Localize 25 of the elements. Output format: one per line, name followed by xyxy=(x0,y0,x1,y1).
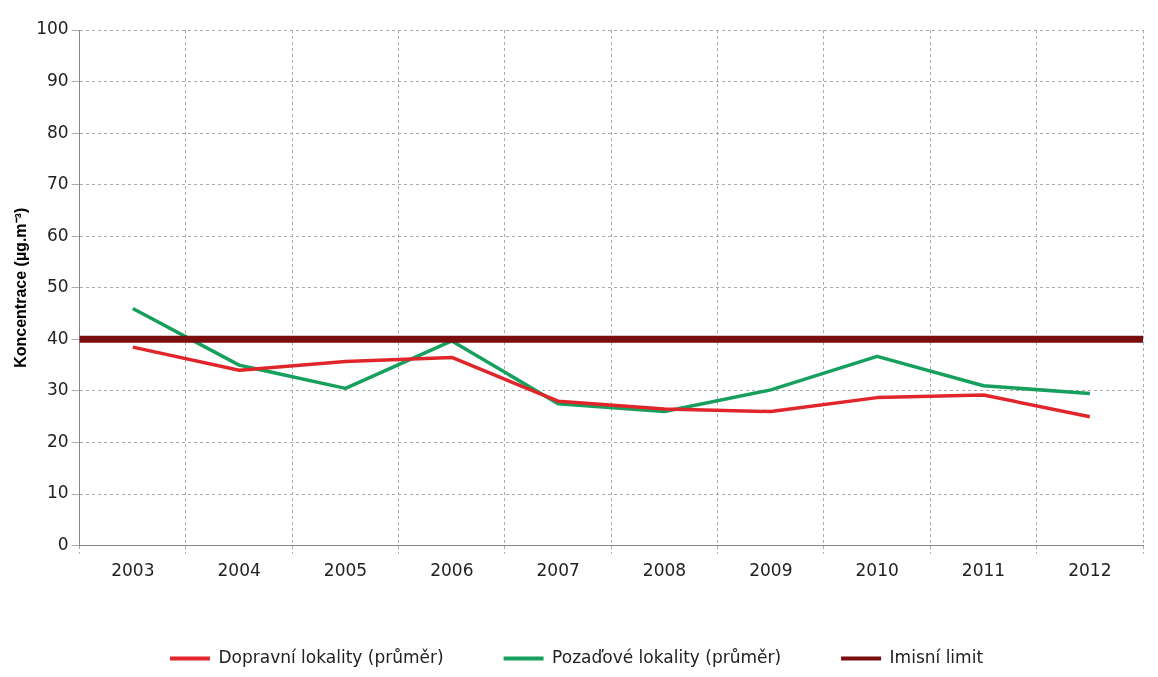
y-tick-label: 10 xyxy=(47,482,69,503)
legend-label: Dopravní lokality (průměr) xyxy=(218,646,444,667)
x-tick-label: 2005 xyxy=(323,560,368,581)
y-tick-label: 70 xyxy=(47,173,69,194)
x-tick-label: 2008 xyxy=(642,560,687,581)
y-axis-title: Koncentrace (µg.m⁻³) xyxy=(12,207,30,368)
x-tick-label: 2006 xyxy=(430,560,474,581)
y-tick-label: 60 xyxy=(47,224,69,245)
y-tick-label: 50 xyxy=(47,276,69,297)
y-tick-label: 0 xyxy=(57,534,69,555)
y-tick-label: 100 xyxy=(36,18,69,39)
y-tick-label: 40 xyxy=(47,327,69,348)
x-tick-label: 2003 xyxy=(111,560,155,581)
legend-label: Pozaďové lokality (průměr) xyxy=(552,646,782,667)
y-tick-label: 90 xyxy=(47,69,69,90)
x-tick-label: 2009 xyxy=(749,560,793,581)
x-tick-label: 2011 xyxy=(961,560,1006,581)
x-tick-label: 2004 xyxy=(217,560,261,581)
y-tick-label: 20 xyxy=(47,430,69,451)
y-tick-label: 80 xyxy=(47,121,69,142)
x-tick-label: 2010 xyxy=(855,560,899,581)
legend-label: Imisní limit xyxy=(889,646,984,667)
x-tick-label: 2007 xyxy=(536,560,580,581)
y-tick-label: 30 xyxy=(47,379,69,400)
x-tick-label: 2012 xyxy=(1068,560,1112,581)
